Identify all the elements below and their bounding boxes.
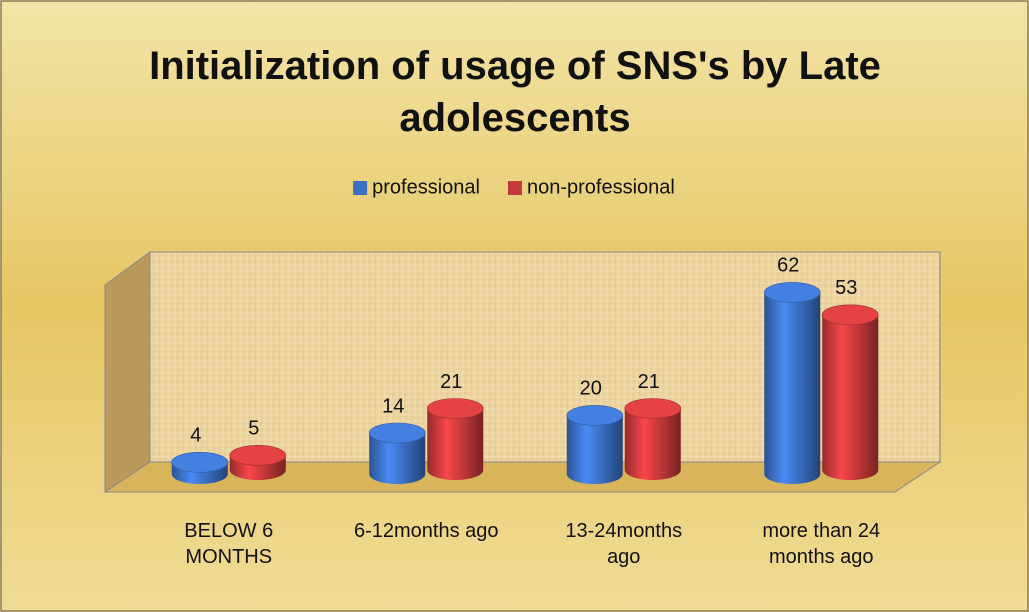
bar-top: [566, 405, 624, 426]
bar: [427, 408, 484, 480]
legend-label: non-professional: [527, 176, 675, 198]
data-label: 21: [638, 371, 660, 393]
x-tick-box: 6-12months ago: [353, 520, 499, 542]
data-label: 14: [382, 395, 404, 417]
chart-title: Initialization of usage of SNS's by Late…: [149, 44, 881, 140]
data-label: 53: [835, 277, 857, 299]
x-tick-label: BELOW 6 MONTHS: [184, 520, 274, 568]
x-tick-label: 6-12months ago: [353, 520, 499, 542]
data-label: 20: [580, 378, 602, 400]
bar-top: [171, 451, 229, 473]
legend-swatch: [507, 181, 522, 195]
data-label: 5: [248, 418, 259, 440]
back-wall: [149, 251, 941, 463]
legend: professional non-professional: [353, 176, 675, 198]
bar-top: [426, 398, 484, 419]
bar: [566, 415, 623, 484]
bar: [764, 292, 821, 484]
bar: [229, 455, 286, 480]
legend-swatch: [353, 181, 368, 195]
data-label: 4: [190, 425, 201, 447]
data-label: 21: [440, 371, 462, 393]
bar-top: [763, 282, 821, 303]
bar: [369, 433, 426, 484]
x-tick-label: more than 24 months ago: [762, 520, 881, 568]
bar-top: [624, 398, 682, 419]
bar: [624, 408, 681, 480]
data-label: 62: [777, 255, 799, 277]
title-box: Initialization of usage of SNS's by Late…: [149, 44, 881, 140]
bar-top: [821, 304, 879, 326]
side-wall: [104, 251, 151, 493]
x-tick-box: 13-24months ago: [565, 520, 683, 568]
bar-top: [229, 445, 287, 466]
bar: [822, 314, 879, 480]
bar-top: [368, 422, 426, 444]
legend-label: professional: [372, 176, 480, 198]
bar: [171, 462, 228, 484]
x-tick-box: more than 24 months ago: [762, 520, 881, 568]
x-tick-box: BELOW 6 MONTHS: [184, 520, 274, 568]
x-tick-label: 13-24months ago: [565, 520, 683, 568]
